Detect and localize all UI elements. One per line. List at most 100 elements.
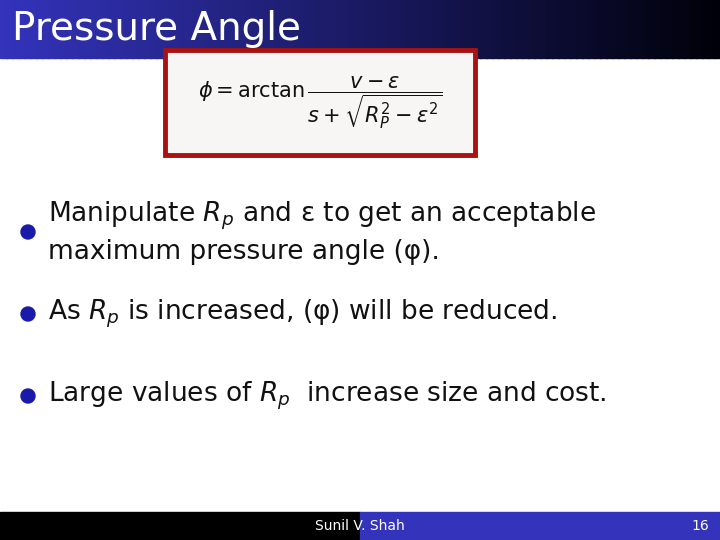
Bar	[612, 0, 619, 58]
Bar	[438, 0, 445, 58]
Bar	[510, 0, 517, 58]
Bar	[324, 0, 331, 58]
Text: Pressure Angle: Pressure Angle	[12, 10, 301, 48]
Bar	[360, 0, 367, 58]
Bar	[474, 0, 481, 58]
Bar	[192, 0, 199, 58]
Bar	[96, 0, 103, 58]
Bar	[636, 0, 643, 58]
Bar	[150, 0, 157, 58]
Bar	[606, 0, 613, 58]
Bar	[210, 0, 217, 58]
Bar	[552, 0, 559, 58]
Bar	[234, 0, 241, 58]
Bar	[576, 0, 583, 58]
Bar	[84, 0, 91, 58]
Bar	[486, 0, 493, 58]
Bar	[558, 0, 565, 58]
Bar	[624, 0, 631, 58]
Bar	[72, 0, 79, 58]
Bar	[372, 0, 379, 58]
Bar	[168, 0, 175, 58]
Circle shape	[21, 307, 35, 321]
Bar	[450, 0, 457, 58]
Bar	[600, 0, 607, 58]
Bar	[24, 0, 31, 58]
Bar	[522, 0, 529, 58]
Text: $\phi = \arctan\dfrac{v - \varepsilon}{s + \sqrt{R_P^2 - \varepsilon^2}}$: $\phi = \arctan\dfrac{v - \varepsilon}{s…	[197, 75, 443, 131]
Bar	[414, 0, 421, 58]
Bar	[702, 0, 709, 58]
Bar	[648, 0, 655, 58]
Bar	[516, 0, 523, 58]
Bar	[570, 0, 577, 58]
Bar	[426, 0, 433, 58]
Bar	[276, 0, 283, 58]
Bar	[18, 0, 25, 58]
Bar	[240, 0, 247, 58]
Bar	[312, 0, 319, 58]
Bar	[114, 0, 121, 58]
Bar	[678, 0, 685, 58]
Bar	[540, 0, 547, 58]
Bar	[492, 0, 499, 58]
Bar	[270, 0, 277, 58]
Bar	[204, 0, 211, 58]
Bar	[642, 0, 649, 58]
Bar	[138, 0, 145, 58]
Bar	[132, 0, 139, 58]
Bar	[36, 0, 43, 58]
Bar	[618, 0, 625, 58]
Bar	[42, 0, 49, 58]
Bar	[582, 0, 589, 58]
Bar	[630, 0, 637, 58]
Bar	[66, 0, 73, 58]
Bar	[456, 0, 463, 58]
Bar	[48, 0, 55, 58]
Bar	[564, 0, 571, 58]
Bar	[594, 0, 601, 58]
Bar	[480, 0, 487, 58]
Circle shape	[21, 389, 35, 403]
Bar	[714, 0, 720, 58]
Bar	[354, 0, 361, 58]
Bar	[162, 0, 169, 58]
Bar	[228, 0, 235, 58]
Bar	[120, 0, 127, 58]
Bar	[666, 0, 673, 58]
FancyBboxPatch shape	[165, 50, 475, 155]
Bar	[528, 0, 535, 58]
Bar	[246, 0, 253, 58]
Bar	[264, 0, 271, 58]
Bar	[342, 0, 349, 58]
Bar	[444, 0, 451, 58]
Bar	[498, 0, 505, 58]
Text: 16: 16	[691, 519, 709, 533]
Bar	[408, 0, 415, 58]
Bar	[300, 0, 307, 58]
Bar	[672, 0, 679, 58]
Bar	[0, 512, 360, 540]
Bar	[420, 0, 427, 58]
Bar	[396, 0, 403, 58]
Bar	[402, 0, 409, 58]
Text: As $R_p$ is increased, (φ) will be reduced.: As $R_p$ is increased, (φ) will be reduc…	[48, 298, 557, 330]
Bar	[258, 0, 265, 58]
Bar	[462, 0, 469, 58]
Bar	[660, 0, 667, 58]
Bar	[198, 0, 205, 58]
Bar	[318, 0, 325, 58]
Bar	[102, 0, 109, 58]
Bar	[144, 0, 151, 58]
Bar	[360, 512, 720, 540]
Bar	[336, 0, 343, 58]
Bar	[696, 0, 703, 58]
Bar	[78, 0, 85, 58]
Bar	[12, 0, 19, 58]
Bar	[180, 0, 187, 58]
Bar	[54, 0, 61, 58]
Bar	[0, 0, 7, 58]
Bar	[468, 0, 475, 58]
Circle shape	[21, 225, 35, 239]
Bar	[30, 0, 37, 58]
